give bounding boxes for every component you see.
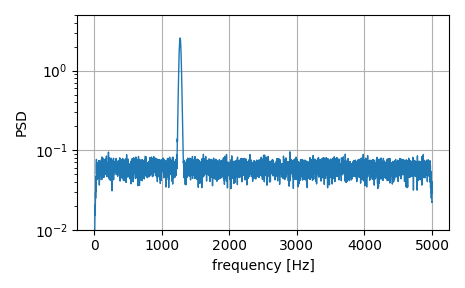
- X-axis label: frequency [Hz]: frequency [Hz]: [212, 259, 315, 273]
- Y-axis label: PSD: PSD: [15, 108, 29, 136]
